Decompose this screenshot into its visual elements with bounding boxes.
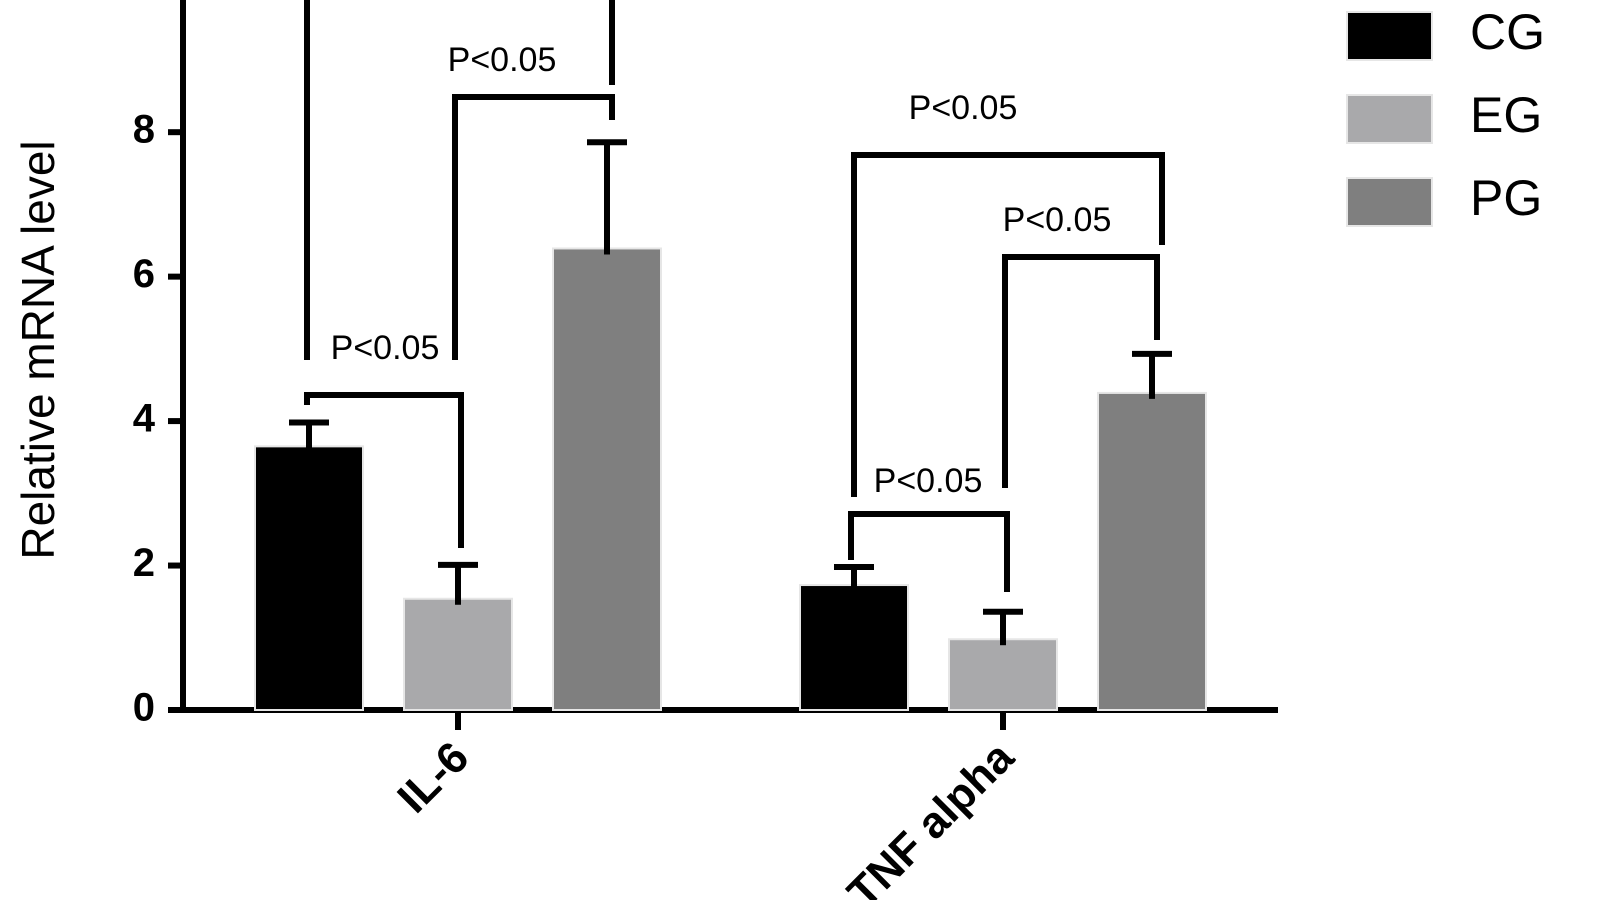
bar (552, 247, 662, 711)
bar (254, 445, 364, 711)
error-bar (1132, 350, 1172, 399)
y-tick-label: 0 (133, 686, 155, 730)
bar (1097, 391, 1207, 711)
significance-bracket (304, 392, 464, 548)
error-bar (983, 608, 1023, 646)
y-tick-label: 2 (133, 541, 155, 585)
x-tick-label: TNF alpha (838, 732, 1023, 900)
legend-label: CG (1470, 4, 1545, 60)
legend-swatch (1346, 177, 1433, 227)
significance-label: P<0.05 (448, 41, 557, 79)
error-bar (289, 419, 329, 453)
x-tick-label: IL-6 (388, 733, 478, 823)
error-bar (438, 561, 478, 605)
significance-bracket (1002, 254, 1160, 488)
y-tick-label: 8 (133, 108, 155, 152)
error-bar (834, 563, 874, 592)
significance-label: P<0.05 (874, 462, 983, 500)
legend-label: PG (1470, 170, 1542, 226)
significance-bracket (851, 152, 1165, 497)
significance-label: P<0.05 (331, 329, 440, 367)
legend-label: EG (1470, 87, 1542, 143)
significance-label: P<0.05 (909, 89, 1018, 127)
significance-label: P<0.05 (1003, 201, 1112, 239)
legend-swatch (1346, 11, 1433, 61)
error-bar (587, 139, 627, 255)
significance-bracket (452, 94, 615, 360)
bar (799, 584, 909, 711)
legend-swatch (1346, 94, 1433, 144)
y-axis-label: Relative mRNA level (12, 140, 64, 559)
y-tick-label: 4 (133, 397, 156, 441)
significance-bracket (848, 511, 1010, 592)
y-tick-label: 6 (133, 252, 155, 296)
bar (948, 638, 1058, 711)
bar (403, 597, 513, 712)
